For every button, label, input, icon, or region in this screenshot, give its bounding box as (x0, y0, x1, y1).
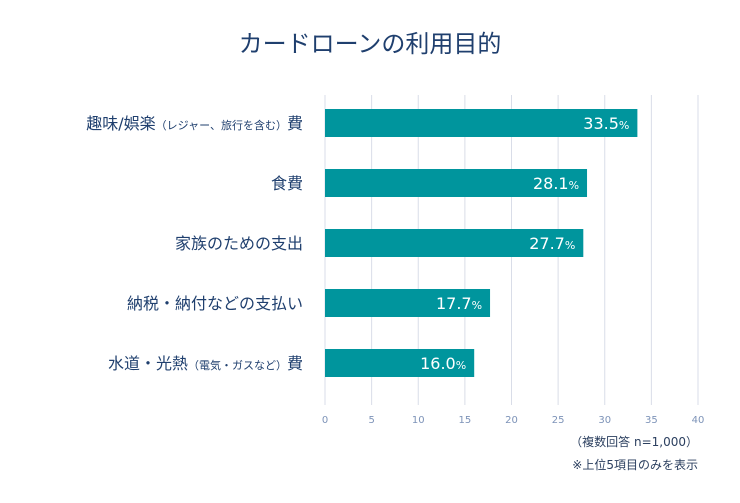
bar (325, 289, 491, 317)
x-tick-label: 35 (645, 415, 658, 426)
x-tick-label: 20 (505, 415, 518, 426)
category-label: 水道・光熱（電気・ガスなど）費 (108, 354, 303, 373)
x-tick-label: 0 (322, 415, 328, 426)
bar (325, 349, 475, 377)
category-label: 納税・納付などの支払い (127, 294, 303, 313)
x-tick-label: 40 (692, 415, 705, 426)
x-tick-label: 30 (598, 415, 611, 426)
bar (325, 169, 588, 197)
bar-value-label: 17.7% (436, 294, 482, 313)
x-tick-label: 5 (368, 415, 374, 426)
category-label: 家族のための支出 (175, 234, 303, 253)
chart-title: カードローンの利用目的 (239, 30, 502, 58)
bar-value-label: 33.5% (583, 114, 629, 133)
x-tick-label: 15 (459, 415, 472, 426)
x-tick-label: 10 (412, 415, 425, 426)
category-label: 趣味/娯楽（レジャー、旅行を含む）費 (86, 114, 303, 133)
bar (325, 229, 584, 257)
sample-size-note: （複数回答 n=1,000） (570, 434, 698, 449)
bar (325, 109, 638, 137)
bar-value-label: 27.7% (529, 234, 575, 253)
x-tick-label: 25 (552, 415, 565, 426)
top5-note: ※上位5項目のみを表示 (572, 457, 698, 472)
bar-value-label: 16.0% (420, 354, 466, 373)
category-label: 食費 (271, 174, 303, 193)
bar-value-label: 28.1% (533, 174, 579, 193)
